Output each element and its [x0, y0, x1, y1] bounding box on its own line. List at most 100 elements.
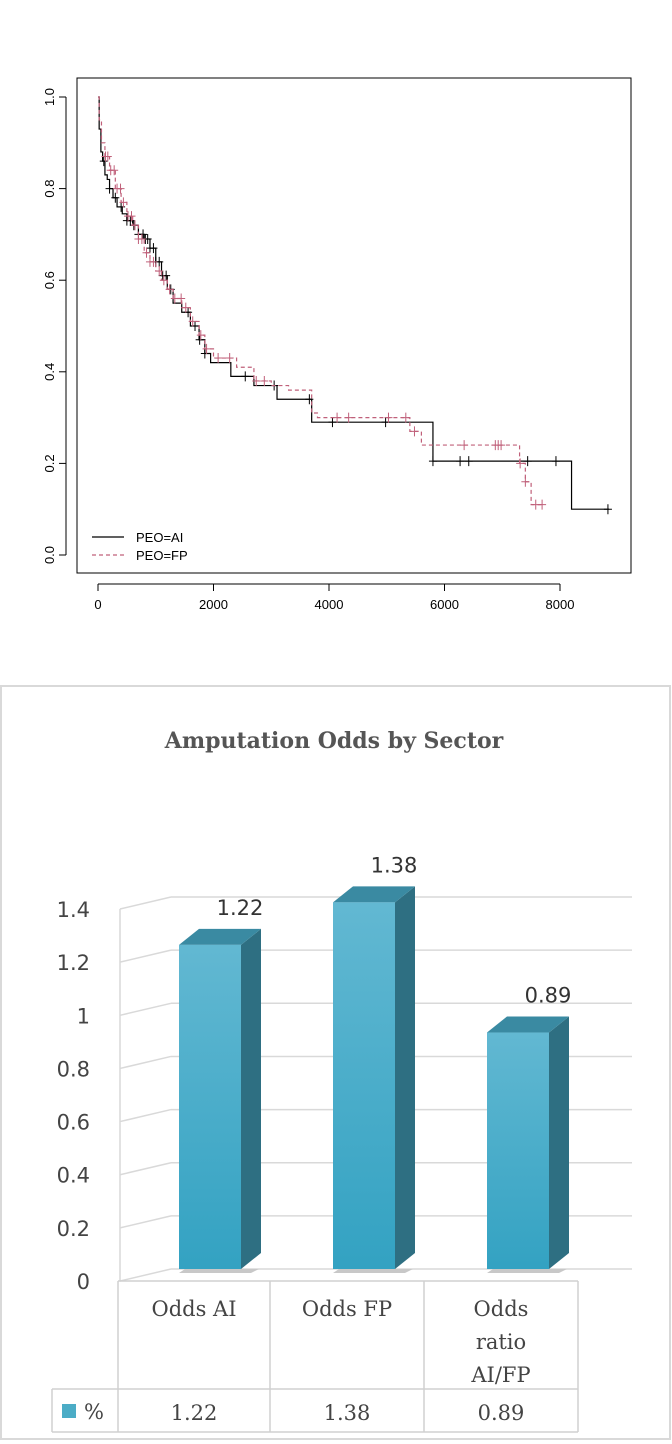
censor-mark — [103, 151, 112, 162]
bar-top — [333, 886, 415, 903]
grid-diagonal — [119, 1161, 172, 1176]
y-tick-label: 0.0 — [42, 546, 57, 564]
legend-key — [62, 1404, 76, 1418]
censor-mark — [603, 504, 612, 515]
censor-mark — [456, 456, 465, 467]
y-tick-label: 0.6 — [42, 271, 57, 289]
y-tick-label: 1 — [77, 1004, 90, 1028]
survival-chart: 0 2000 4000 6000 8000 0.0 0.2 0.4 0.6 0.8 1.0 PEO=… — [42, 77, 632, 612]
censor-mark — [105, 183, 114, 194]
category-label: Odds AI — [151, 1297, 236, 1321]
censor-mark — [188, 316, 197, 327]
plot-frame — [76, 77, 632, 574]
x-tick-label: 4000 — [315, 597, 344, 612]
bar-shadow — [333, 1269, 413, 1273]
data-table: Odds AI Odds FP Odds ratio AI/FP% 1.22 1.38 0.8… — [51, 1280, 579, 1433]
legend-key-label: % — [84, 1400, 104, 1424]
x-tick-label: 6000 — [430, 597, 459, 612]
grid-diagonal — [119, 1215, 172, 1229]
y-tick-label: 0.4 — [57, 1164, 90, 1188]
km-series — [98, 96, 612, 515]
bar-side — [549, 1016, 569, 1269]
censor-mark — [99, 156, 108, 167]
censor-mark — [196, 330, 205, 341]
bar-side — [395, 886, 415, 1269]
grid-diagonal — [119, 949, 172, 963]
km-legend: PEO=AI PEO=FP — [92, 530, 188, 563]
censor-mark — [305, 394, 314, 405]
censor-mark — [202, 343, 211, 354]
y-tick-label: 0.8 — [42, 180, 57, 198]
y-tick-label: 1.2 — [57, 951, 90, 975]
grid-diagonal — [119, 1268, 172, 1282]
data-label: 1.38 — [371, 853, 418, 877]
table-value: 1.22 — [171, 1401, 218, 1425]
y-tick-label: 0.6 — [57, 1111, 90, 1135]
censor-mark — [464, 456, 473, 467]
censor-mark — [195, 334, 204, 345]
category-label: Odds FP — [302, 1297, 392, 1321]
censor-mark — [130, 220, 139, 231]
censor-mark — [127, 211, 136, 222]
data-label: 1.22 — [217, 896, 264, 920]
censor-mark — [200, 348, 209, 359]
censor-mark — [142, 247, 151, 258]
censor-mark — [181, 302, 190, 313]
bar-side — [241, 928, 261, 1269]
censor-mark — [521, 476, 530, 487]
x-tick-label: 0 — [94, 597, 101, 612]
censor-mark — [333, 412, 342, 423]
grid-diagonal — [119, 1002, 172, 1017]
bar-top — [179, 928, 261, 945]
y-tick-label: 0.2 — [42, 454, 57, 472]
y-tick-label: 1.0 — [42, 88, 57, 106]
grid-diagonal — [119, 1055, 172, 1070]
censor-mark — [538, 499, 547, 510]
bar-top — [487, 1016, 569, 1033]
y-tick-label: 0.8 — [57, 1057, 90, 1081]
censor-mark — [149, 256, 158, 267]
censor-mark — [119, 197, 128, 208]
censor-mark — [523, 456, 532, 467]
censor-mark — [428, 456, 437, 467]
censor-mark — [214, 353, 223, 364]
table-value: 1.38 — [324, 1401, 371, 1425]
censor-mark — [384, 412, 393, 423]
censor-mark — [159, 275, 168, 286]
category-label: Odds ratio AI/FP — [470, 1297, 530, 1387]
x-tick-label: 2000 — [199, 597, 228, 612]
censor-mark — [551, 456, 560, 467]
bar — [487, 1032, 549, 1269]
legend-label: PEO=FP — [136, 548, 188, 563]
censor-mark — [410, 426, 419, 437]
grid-diagonal — [119, 896, 172, 910]
censor-mark — [110, 165, 119, 176]
censor-mark — [137, 233, 146, 244]
censor-mark — [260, 375, 269, 386]
bar-marks: 1.22 1.38 0.89 — [179, 853, 571, 1273]
bar — [179, 944, 241, 1269]
censor-mark — [328, 417, 337, 428]
grid-diagonal — [119, 1108, 172, 1123]
bar — [333, 902, 395, 1269]
y-tick-label: 0.4 — [42, 363, 57, 381]
y-tick-label: 1.4 — [57, 898, 90, 922]
censor-mark — [344, 412, 353, 423]
censor-mark — [155, 266, 164, 277]
censor-mark — [165, 284, 174, 295]
bar-shadow — [487, 1269, 567, 1273]
censor-mark — [149, 243, 158, 254]
x-tick-label: 8000 — [546, 597, 575, 612]
bar-shadow — [179, 1269, 259, 1273]
data-label: 0.89 — [525, 984, 572, 1008]
censor-mark — [252, 375, 261, 386]
censor-mark — [111, 192, 120, 203]
censor-mark — [241, 371, 250, 382]
censor-mark — [460, 440, 469, 451]
censor-mark — [516, 458, 525, 469]
bar-y-axis: 0 0.2 0.4 0.6 0.8 1 1.2 1.4 — [57, 898, 90, 1294]
censor-mark — [225, 353, 234, 364]
bar-chart-title: Amputation Odds by Sector — [164, 728, 504, 754]
y-tick-label: 0 — [77, 1270, 90, 1294]
